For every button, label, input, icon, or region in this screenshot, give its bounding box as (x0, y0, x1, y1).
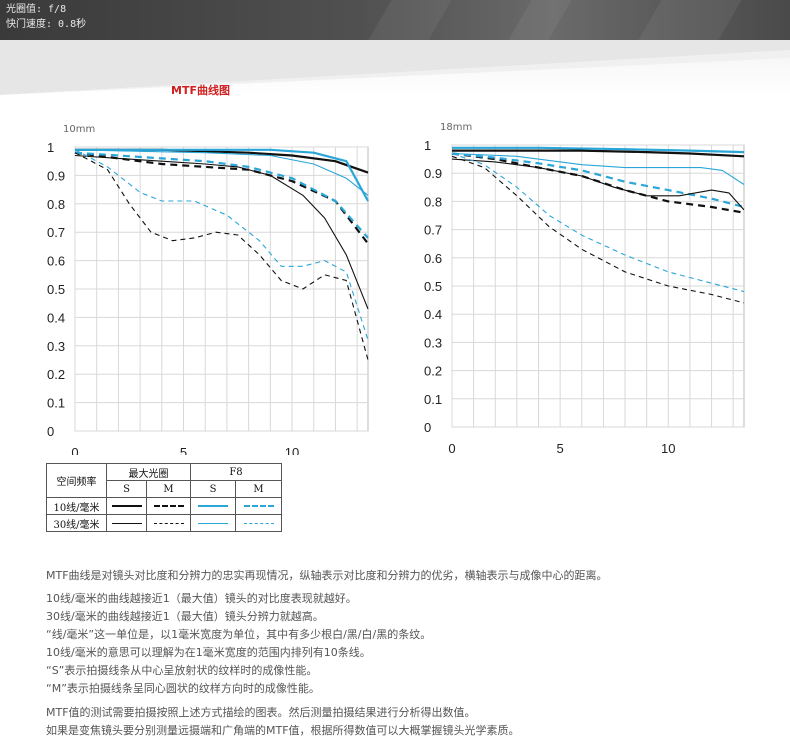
max-aperture-header: 最大光圈 (106, 463, 191, 481)
legend-swatch (235, 514, 282, 532)
legend-swatch (146, 497, 191, 515)
series-line (74, 149, 369, 341)
legend-table: 空间频率 最大光圈 F8 S M S M 10线/毫米 30线/毫米 (46, 463, 282, 532)
series-line (74, 154, 369, 310)
y-tick-label: 1 (47, 140, 54, 155)
legend-swatch (106, 514, 147, 532)
series-line (451, 158, 745, 211)
top-banner: 光圈值: f/8 快门速度: 0.8秒 (0, 0, 790, 40)
banner-decoration (638, 0, 742, 40)
series-line (74, 149, 369, 196)
y-tick-label: 0.7 (47, 225, 65, 240)
y-tick-label: 0.6 (424, 251, 442, 266)
series-line (451, 152, 745, 293)
y-tick-label: 0.1 (47, 396, 65, 411)
legend-swatch (190, 497, 236, 515)
y-tick-label: 0.4 (424, 307, 442, 322)
series-line (74, 152, 369, 361)
y-tick-label: 0.3 (424, 335, 442, 350)
y-tick-label: 0.2 (424, 364, 442, 379)
x-tick-label: 0 (448, 441, 455, 455)
y-tick-label: 1 (424, 138, 431, 153)
description-line: 如果是变焦镜头要分别测量远摄端和广角端的MTF值，根据所得数值可以大概掌握镜头光… (46, 724, 520, 737)
series-line (451, 152, 745, 185)
banner-decoration (508, 0, 572, 40)
description-line: 10线/毫米的曲线越接近1（最大值）镜头的对比度表现就越好。 (46, 592, 357, 605)
description-line: “M”表示拍摄线条呈同心圆状的纹样方向时的成像性能。 (46, 682, 320, 695)
header-wedge (0, 40, 790, 95)
y-tick-label: 0.3 (47, 339, 65, 354)
y-tick-label: 0.5 (424, 279, 442, 294)
y-tick-label: 0 (424, 420, 431, 435)
description-line: 10线/毫米的意思可以理解为在1毫米宽度的范围内排列有10条线。 (46, 646, 371, 659)
x-tick-label: 10 (285, 445, 299, 455)
y-tick-label: 0.1 (424, 392, 442, 407)
description-line: MTF值的测试需要拍摄按照上述方式描绘的图表。然后测量拍摄结果进行分析得出数值。 (46, 706, 476, 719)
x-tick-label: 5 (180, 445, 187, 455)
freq-header: 空间频率 (46, 463, 107, 498)
shutter-info: 快门速度: 0.8秒 (6, 19, 87, 30)
s-label: S (106, 480, 147, 498)
chart-title: 10mm (63, 124, 95, 135)
series-line (451, 155, 745, 304)
legend-swatch (190, 514, 236, 532)
series-line (451, 152, 745, 214)
legend-swatch (106, 497, 147, 515)
aperture-info: 光圈值: f/8 (6, 4, 67, 15)
y-tick-label: 0 (47, 424, 54, 439)
y-tick-label: 0.9 (424, 166, 442, 181)
y-tick-label: 0.9 (47, 168, 65, 183)
y-tick-label: 0.8 (424, 194, 442, 209)
s-label: S (190, 480, 236, 498)
m-label: M (235, 480, 282, 498)
description-line: 30线/毫米的曲线越接近1（最大值）镜头分辨力就越高。 (46, 610, 324, 623)
y-tick-label: 0.5 (47, 282, 65, 297)
series-line (74, 151, 369, 239)
row-30-label: 30线/毫米 (46, 514, 107, 532)
series-line (452, 149, 745, 158)
legend-swatch (146, 514, 191, 532)
y-tick-label: 0.8 (47, 197, 65, 212)
series-line (451, 152, 745, 209)
section-title: MTF曲线图 (171, 84, 230, 97)
description-line: MTF曲线是对镜头对比度和分辨力的忠实再现情况，纵轴表示对比度和分辨力的优劣，横… (46, 569, 608, 582)
f8-header: F8 (190, 463, 282, 481)
description-line: “S”表示拍摄线条从中心呈放射状的纹样时的成像性能。 (46, 664, 318, 677)
series-line (452, 146, 745, 154)
m-label: M (146, 480, 191, 498)
series-line (74, 151, 369, 245)
chart-title: 18mm (440, 122, 472, 133)
x-tick-label: 10 (661, 441, 675, 455)
series-line (75, 148, 369, 202)
row-10-label: 10线/毫米 (46, 497, 107, 515)
x-tick-label: 0 (71, 445, 78, 455)
y-tick-label: 0.4 (47, 310, 65, 325)
banner-decoration (368, 0, 452, 40)
y-tick-label: 0.7 (424, 223, 442, 238)
y-tick-label: 0.2 (47, 367, 65, 382)
x-tick-label: 5 (557, 441, 564, 455)
legend-swatch (235, 497, 282, 515)
y-tick-label: 0.6 (47, 254, 65, 269)
description-line: “线/毫米”这一单位是，以1毫米宽度为单位，其中有多少根白/黑/白/黑的条纹。 (46, 628, 432, 641)
